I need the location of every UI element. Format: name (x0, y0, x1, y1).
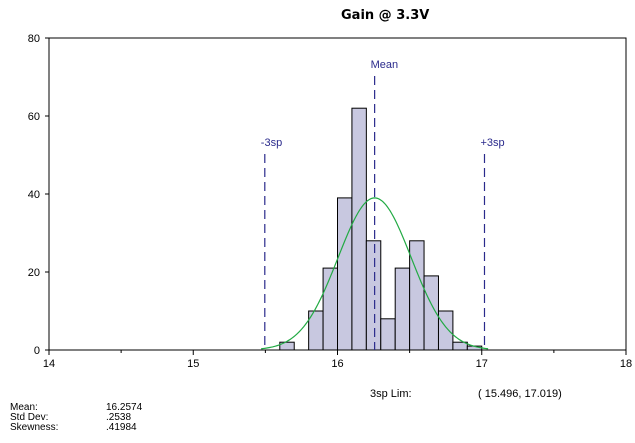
reference-lines: -3sp Mean +3sp (261, 59, 505, 350)
stat-label: Std Dev: (10, 412, 49, 423)
stat-value: 16.2574 (106, 402, 143, 413)
histogram-bar (394, 267, 411, 351)
y-tick-label: 80 (28, 33, 40, 45)
histogram-bars (279, 107, 483, 351)
y-tick-label: 20 (28, 267, 40, 279)
x-tick-label: 17 (476, 358, 488, 370)
x-tick-label: 14 (43, 358, 55, 370)
normal-curve-layer (261, 197, 489, 350)
stat-label: Mean: (10, 402, 38, 413)
histogram-bar (437, 310, 454, 351)
stat-value: .41984 (106, 422, 137, 433)
histogram-bar (365, 240, 382, 351)
y-tick-label: 60 (28, 111, 40, 123)
stat-label: Skewness: (10, 422, 59, 433)
histogram-bar (279, 341, 295, 351)
chart-title: Gain @ 3.3V (341, 8, 430, 23)
axis-ticks: 0 20 40 60 80 14 15 16 17 18 (28, 33, 632, 370)
x-tick-label: 18 (620, 358, 632, 370)
x-tick-label: 15 (187, 358, 199, 370)
histogram-bar (380, 318, 396, 351)
reference-label: Mean (371, 59, 399, 71)
histogram-bar (337, 197, 353, 351)
y-tick-label: 0 (34, 345, 40, 357)
y-tick-label: 40 (28, 189, 40, 201)
limits-label: 3sp Lim: (370, 388, 412, 400)
reference-label: +3sp (480, 137, 504, 149)
stat-value: .2538 (106, 412, 132, 423)
x-tick-label: 16 (331, 358, 343, 370)
limits-value: ( 15.496, 17.019) (478, 388, 562, 400)
histogram-bar (322, 267, 339, 351)
normal-curve (261, 197, 489, 350)
histogram-bar (351, 107, 367, 351)
histogram-bar (409, 240, 425, 351)
reference-label: -3sp (261, 137, 282, 149)
